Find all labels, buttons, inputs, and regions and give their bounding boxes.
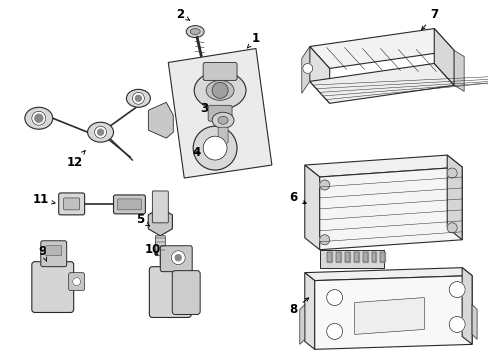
Ellipse shape [194, 71, 245, 109]
FancyBboxPatch shape [117, 199, 141, 210]
Text: 3: 3 [200, 102, 213, 115]
Bar [362, 252, 367, 262]
Polygon shape [309, 28, 453, 68]
Text: 9: 9 [39, 245, 47, 261]
Circle shape [212, 82, 227, 98]
Text: 4: 4 [192, 145, 200, 159]
Bar [380, 252, 385, 262]
Bar [335, 252, 340, 262]
Ellipse shape [218, 116, 227, 124]
Ellipse shape [126, 89, 150, 107]
Ellipse shape [190, 28, 200, 35]
Polygon shape [304, 155, 461, 177]
FancyBboxPatch shape [113, 195, 145, 214]
Circle shape [98, 129, 103, 135]
FancyBboxPatch shape [59, 193, 84, 215]
Bar [371, 252, 376, 262]
Text: 1: 1 [247, 32, 260, 48]
FancyBboxPatch shape [218, 127, 227, 143]
FancyBboxPatch shape [172, 271, 200, 315]
FancyBboxPatch shape [160, 246, 192, 272]
Circle shape [203, 136, 226, 160]
Polygon shape [447, 155, 461, 240]
Circle shape [35, 114, 42, 122]
Bar [353, 252, 358, 262]
Bar [353, 252, 358, 262]
Polygon shape [453, 50, 463, 91]
FancyBboxPatch shape [68, 273, 84, 291]
Bar [344, 252, 349, 262]
Circle shape [175, 255, 181, 261]
Polygon shape [299, 305, 304, 345]
Circle shape [448, 316, 464, 332]
FancyBboxPatch shape [203, 62, 237, 80]
Circle shape [326, 323, 342, 339]
Polygon shape [461, 268, 471, 345]
Circle shape [32, 111, 46, 125]
Circle shape [319, 180, 329, 190]
Circle shape [448, 282, 464, 298]
Polygon shape [168, 49, 271, 178]
Polygon shape [309, 46, 329, 103]
Polygon shape [319, 250, 384, 268]
Bar [371, 252, 376, 262]
FancyBboxPatch shape [149, 267, 191, 318]
Ellipse shape [186, 26, 203, 37]
Polygon shape [319, 167, 461, 250]
Circle shape [302, 63, 312, 73]
FancyBboxPatch shape [208, 105, 232, 121]
Ellipse shape [206, 80, 234, 100]
Bar [362, 252, 367, 262]
Polygon shape [148, 208, 172, 236]
FancyBboxPatch shape [41, 241, 66, 267]
Polygon shape [471, 305, 476, 339]
Polygon shape [304, 165, 319, 250]
Ellipse shape [25, 107, 53, 129]
Polygon shape [304, 273, 314, 349]
Polygon shape [433, 28, 453, 85]
Circle shape [132, 92, 144, 104]
Bar [380, 252, 385, 262]
Text: 2: 2 [176, 8, 189, 21]
Circle shape [135, 95, 141, 101]
Circle shape [171, 251, 185, 265]
Text: 11: 11 [33, 193, 55, 206]
FancyBboxPatch shape [152, 191, 168, 223]
FancyBboxPatch shape [32, 262, 74, 312]
Text: 8: 8 [289, 298, 308, 316]
Polygon shape [148, 102, 173, 138]
Circle shape [193, 126, 237, 170]
Bar [326, 252, 331, 262]
Bar [344, 252, 349, 262]
Circle shape [447, 168, 456, 178]
Ellipse shape [212, 112, 234, 128]
Bar [326, 252, 331, 262]
Text: 6: 6 [289, 192, 305, 204]
Polygon shape [304, 268, 471, 280]
FancyBboxPatch shape [155, 236, 165, 256]
Circle shape [319, 235, 329, 245]
Circle shape [94, 126, 106, 138]
Ellipse shape [87, 122, 113, 142]
Text: 5: 5 [136, 213, 149, 226]
Circle shape [326, 289, 342, 306]
Polygon shape [301, 46, 309, 93]
Text: 10: 10 [144, 243, 160, 256]
Circle shape [73, 278, 81, 285]
Bar [335, 252, 340, 262]
Polygon shape [309, 63, 453, 103]
FancyBboxPatch shape [46, 246, 61, 256]
Polygon shape [354, 298, 424, 334]
Text: 7: 7 [421, 8, 437, 30]
FancyBboxPatch shape [63, 198, 80, 210]
Polygon shape [314, 276, 471, 349]
Circle shape [447, 223, 456, 233]
Text: 12: 12 [66, 150, 85, 168]
